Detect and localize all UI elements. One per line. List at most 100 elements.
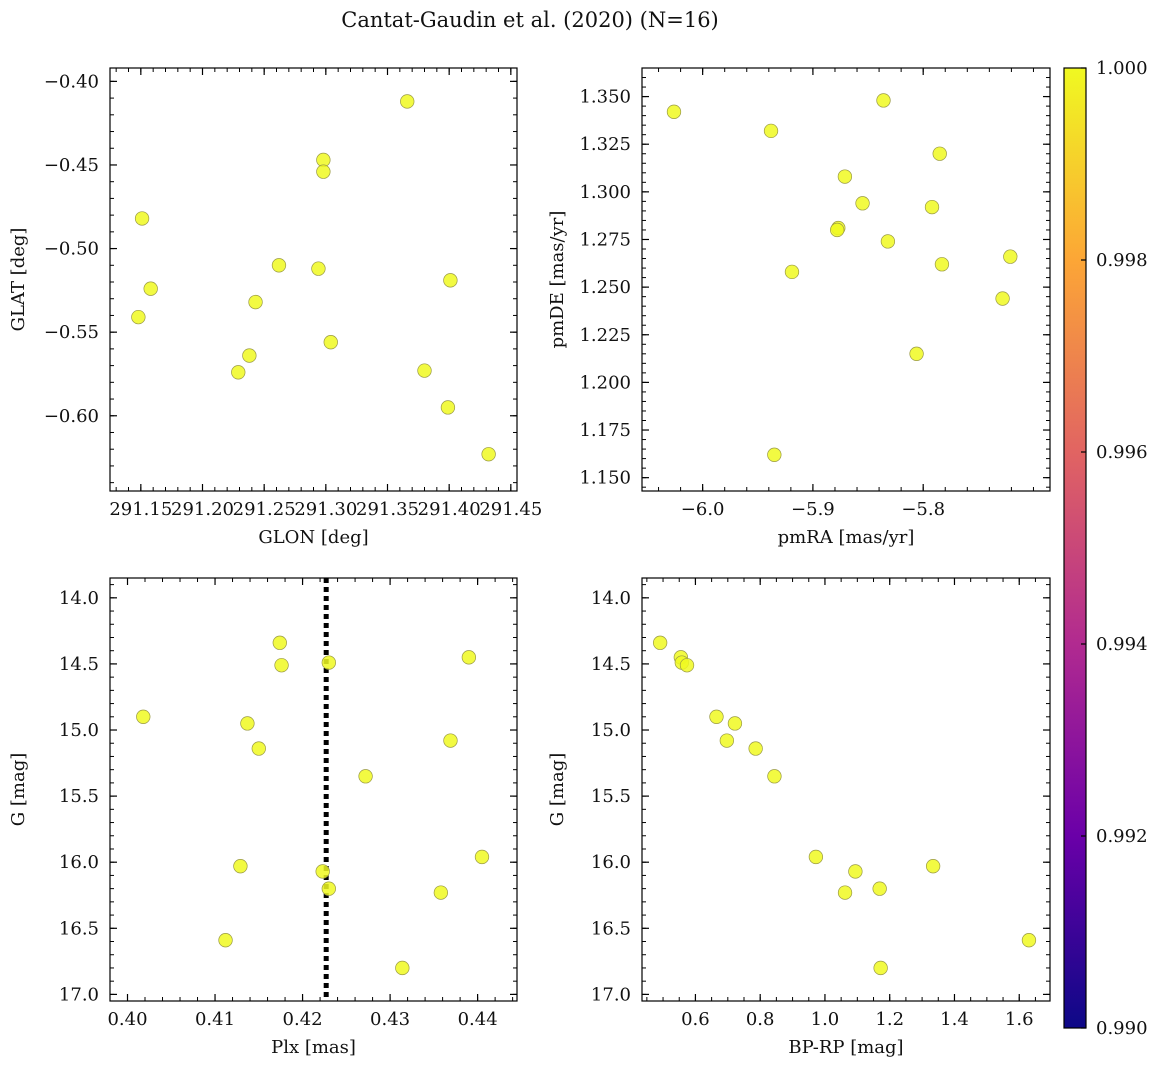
data-point xyxy=(767,769,782,784)
panel-plx-g: 0.40 0.41 0.42 0.43 0.44 14.0 14.5 15.0 15.5 16.0… xyxy=(8,577,518,1058)
y-axis-label: G [mag] xyxy=(547,753,568,826)
data-point xyxy=(272,635,287,650)
data-point xyxy=(848,864,863,879)
data-point xyxy=(995,291,1010,306)
x-tick-label: 1.6 xyxy=(1005,1009,1034,1030)
x-tick-label: 291.25 xyxy=(233,499,296,520)
x-axis-label: BP-RP [mag] xyxy=(788,1037,903,1058)
data-point xyxy=(274,658,289,673)
data-point xyxy=(433,885,449,900)
data-point xyxy=(218,933,233,948)
panel-bprp-g: 0.6 0.8 1.0 1.2 1.4 1.6 14.0 14.5 15.0 15.5 16.0 16… xyxy=(547,577,1051,1058)
colorbar-ticks: 0.990 0.992 0.994 0.996 0.998 1.000 xyxy=(1081,58,1148,1039)
x-tick-label: 0.44 xyxy=(458,1009,498,1030)
data-point xyxy=(709,709,724,724)
colorbar: 0.990 0.992 0.994 0.996 0.998 1.000 xyxy=(1063,58,1148,1039)
y-tick-label: 14.0 xyxy=(591,588,631,609)
y-tick-label: 14.5 xyxy=(591,654,631,675)
x-tick-label: 1.4 xyxy=(940,1009,969,1030)
data-point xyxy=(231,365,246,380)
colorbar-tick-label: 0.994 xyxy=(1096,634,1148,655)
axes-frame xyxy=(641,67,1051,492)
y-tick-label: 1.175 xyxy=(579,420,631,441)
x-tick-label: 0.6 xyxy=(681,1009,710,1030)
data-point xyxy=(652,635,668,650)
data-point xyxy=(316,164,331,179)
x-tick-label: 0.8 xyxy=(746,1009,775,1030)
x-tick-label: 291.45 xyxy=(479,499,542,520)
x-tick-label: 291.40 xyxy=(418,499,481,520)
y-tick-label: 17.0 xyxy=(59,984,99,1005)
data-point xyxy=(321,655,336,670)
data-point xyxy=(443,273,458,288)
y-tick-label: 1.225 xyxy=(579,325,631,346)
x-axis-label: pmRA [mas/yr] xyxy=(778,527,915,548)
colorbar-tick-label: 0.992 xyxy=(1096,826,1148,847)
y-axis-label: pmDE [mas/yr] xyxy=(547,211,568,349)
panel-glon-glat: 291.15291.20291.25291.30291.35291.40291.… xyxy=(8,67,542,548)
data-point xyxy=(784,264,800,280)
y-tick-label: 17.0 xyxy=(591,984,631,1005)
data-point xyxy=(240,716,255,731)
data-point xyxy=(909,346,924,361)
data-point xyxy=(934,257,950,272)
y-tick-label: 16.5 xyxy=(591,918,631,939)
data-point xyxy=(242,348,257,363)
data-point xyxy=(880,234,896,249)
data-point xyxy=(315,864,330,879)
data-point xyxy=(136,709,151,724)
colorbar-tick-label: 0.990 xyxy=(1096,1018,1148,1039)
y-tick-label: 15.5 xyxy=(59,786,99,807)
x-tick-label: −5.9 xyxy=(791,499,835,520)
x-tick-label: 291.20 xyxy=(171,499,234,520)
y-tick-label: 16.0 xyxy=(591,852,631,873)
data-point xyxy=(666,104,682,119)
y-tick-label: 15.5 xyxy=(591,786,631,807)
x-tick-label: −6.0 xyxy=(681,499,725,520)
data-point xyxy=(808,849,824,865)
y-tick-label: −0.40 xyxy=(44,71,99,92)
data-point xyxy=(837,169,853,184)
data-point xyxy=(233,859,248,874)
figure-title: Cantat-Gaudin et al. (2020) (N=16) xyxy=(341,8,719,32)
data-point xyxy=(873,960,888,976)
x-axis-label: GLON [deg] xyxy=(258,527,368,548)
x-tick-label: 291.30 xyxy=(294,499,357,520)
data-point xyxy=(323,335,338,350)
data-point xyxy=(748,741,763,756)
data-point xyxy=(481,447,496,462)
data-point xyxy=(719,733,734,748)
y-tick-label: 16.0 xyxy=(59,852,99,873)
colorbar-tick-label: 0.998 xyxy=(1096,250,1148,271)
y-tick-label: 1.300 xyxy=(579,182,631,203)
axes-frame xyxy=(641,577,1051,1002)
data-point xyxy=(321,881,336,896)
data-point xyxy=(311,261,326,276)
colorbar-gradient xyxy=(1063,67,1087,1029)
x-tick-label: 1.0 xyxy=(811,1009,840,1030)
y-tick-label: −0.55 xyxy=(44,322,99,343)
data-point xyxy=(474,849,490,865)
data-point xyxy=(767,447,782,462)
data-point xyxy=(727,716,743,731)
y-tick-label: 1.350 xyxy=(579,87,631,108)
x-tick-label: 291.35 xyxy=(356,499,419,520)
data-point xyxy=(443,733,458,748)
data-point xyxy=(248,294,263,310)
y-tick-label: 1.325 xyxy=(579,134,631,155)
y-tick-label: 14.5 xyxy=(59,654,99,675)
data-point xyxy=(932,146,947,161)
data-point xyxy=(1003,249,1018,264)
data-point xyxy=(830,222,845,238)
colorbar-tick-label: 0.996 xyxy=(1096,442,1148,463)
data-point xyxy=(358,769,373,784)
panel-pmra-pmde: −6.0 −5.9 −5.8 1.150 1.175 1.200 1.225 1.250 1.2… xyxy=(547,67,1051,548)
data-point xyxy=(876,93,891,108)
data-point xyxy=(924,199,940,215)
data-point xyxy=(872,881,887,896)
y-tick-label: 15.0 xyxy=(591,720,631,741)
data-point xyxy=(440,400,456,415)
data-point xyxy=(271,258,287,273)
y-tick-label: 16.5 xyxy=(59,918,99,939)
